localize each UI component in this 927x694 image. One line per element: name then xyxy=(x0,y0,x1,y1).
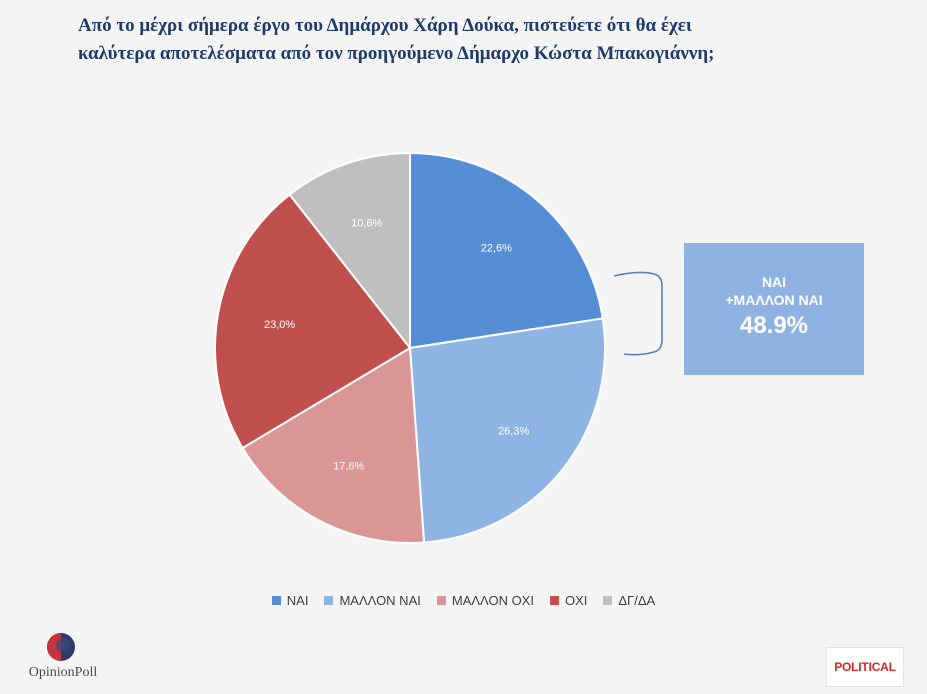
legend-swatch-4 xyxy=(603,596,613,605)
opinionpoll-logo-text: OpinionPoll xyxy=(28,665,98,680)
legend-swatch-1 xyxy=(324,596,334,605)
legend-swatch-2 xyxy=(436,596,446,605)
legend-item-3: ΟΧΙ xyxy=(549,593,588,608)
chart-legend: ΝΑΙ ΜΑΛΛΟΝ ΝΑΙ ΜΑΛΛΟΝ ΟΧΙ ΟΧΙ ΔΓ/ΔΑ xyxy=(0,593,927,608)
pie-slices xyxy=(214,151,606,544)
pie-slice-2 xyxy=(241,346,426,544)
opinionpoll-logo: OpinionPoll xyxy=(18,632,108,687)
pie-slice-label-2: 17,6% xyxy=(333,461,364,473)
political-logo: POLITICAL xyxy=(826,647,904,687)
legend-label-3: ΟΧΙ xyxy=(564,593,588,608)
callout-box: ΝΑΙ +ΜΑΛΛΟΝ ΝΑΙ 48.9% xyxy=(684,243,864,375)
chart-title-line-1: Από το μέχρι σήμερα έργο του Δημάρχου Χά… xyxy=(78,15,692,36)
pie-labels: 22,6% 26,3% 17,6% 23,0% 10,6% xyxy=(264,218,529,473)
pie-slice-label-0: 22,6% xyxy=(481,242,512,254)
legend-label-4: ΔΓ/ΔΑ xyxy=(618,593,656,608)
legend-label-1: ΜΑΛΛΟΝ ΝΑΙ xyxy=(339,593,421,608)
legend-item-1: ΜΑΛΛΟΝ ΝΑΙ xyxy=(324,593,421,608)
opinionpoll-logo-icon xyxy=(47,633,75,661)
political-logo-text: POLITICAL xyxy=(834,660,896,674)
legend-item-0: ΝΑΙ xyxy=(271,593,309,608)
pie-slice-label-1: 26,3% xyxy=(498,426,529,438)
callout-bracket xyxy=(613,271,663,356)
pie-slice-0 xyxy=(409,151,604,350)
pie-slice-3 xyxy=(214,193,412,450)
legend-item-4: ΔΓ/ΔΑ xyxy=(603,593,655,608)
chart-title-line-2: καλύτερα αποτελέσματα από τον προηγούμεν… xyxy=(78,43,715,64)
pie-slice-label-4: 10,6% xyxy=(351,218,382,230)
legend-item-2: ΜΑΛΛΟΝ ΟΧΙ xyxy=(436,593,534,608)
chart-title: Από το μέχρι σήμερα έργο του Δημάρχου Χά… xyxy=(78,12,878,68)
legend-swatch-0 xyxy=(271,596,281,605)
callout-value: 48.9% xyxy=(739,312,809,339)
pie-slice-4 xyxy=(288,151,411,351)
pie-slice-label-3: 23,0% xyxy=(264,319,295,331)
legend-label-0: ΝΑΙ xyxy=(286,593,309,608)
callout-line-2: +ΜΑΛΛΟΝ ΝΑΙ xyxy=(725,292,823,308)
pie-slice-1 xyxy=(408,317,606,544)
callout-line-1: ΝΑΙ xyxy=(761,274,787,290)
legend-swatch-3 xyxy=(549,596,559,605)
legend-label-2: ΜΑΛΛΟΝ ΟΧΙ xyxy=(451,593,534,608)
